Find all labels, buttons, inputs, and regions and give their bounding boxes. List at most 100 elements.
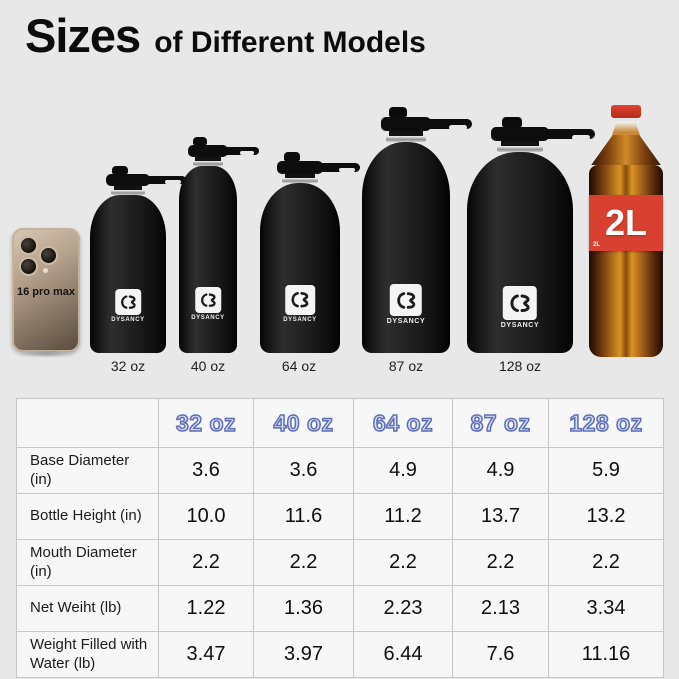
bottle-body: DYSANCY [179,166,237,353]
bottle-steel-ring [497,146,543,152]
brand-name: DYSANCY [386,318,426,325]
handle-hole [165,180,182,185]
table-cell: 2.2 [452,539,549,586]
brand-logo: DYSANCY [501,286,539,329]
table-cell: 10.0 [158,493,254,540]
phone-flash-icon [43,268,48,273]
size-caption-128oz: 128 oz [498,358,542,374]
bottle-steel-ring [282,178,318,183]
brand-logo: DYSANCY [191,287,225,321]
bottle-steel-ring [111,190,145,195]
brand-name: DYSANCY [500,322,540,329]
bottle-32oz: DYSANCY [90,166,187,359]
brand-logo: DYSANCY [111,289,145,323]
handle-hole [449,124,467,130]
table-cell: 3.97 [253,631,354,678]
column-header-87oz: 87 oz [452,398,549,448]
table-cell: 2.2 [253,539,354,586]
bottle-64oz: DYSANCY [260,152,361,359]
size-caption-87oz: 87 oz [388,358,424,374]
table-cell: 11.6 [253,493,354,540]
phone-16-pro-max: 16 pro max [12,228,80,358]
table-cell: 7.6 [452,631,549,678]
column-header-32oz: 32 oz [158,398,254,448]
column-header-64oz: 64 oz [353,398,453,448]
bottle-handle [124,176,187,185]
table-cell: 3.34 [548,585,664,632]
phone-camera-icon [39,246,58,265]
title-subtitle: of Different Models [154,26,426,59]
bottle-lid [381,117,472,131]
bottle-neck [195,157,221,161]
table-cell: 11.16 [548,631,664,678]
title-main: Sizes [25,9,141,62]
table-row: Base Diameter (in) 3.6 3.6 4.9 4.9 5.9 [16,447,664,494]
cola-shoulder [591,135,661,165]
table-cell: 4.9 [353,447,453,494]
brand-logo: DYSANCY [283,285,317,323]
bottle-spout [112,166,128,174]
page-title: Sizes of Different Models [25,8,426,63]
bottle-body: DYSANCY [362,142,450,353]
cola-neck [612,121,640,135]
table-cell: 3.47 [158,631,254,678]
cola-label-band: 2L 2L [589,195,663,251]
bottle-spout [502,117,522,127]
handle-hole [339,167,356,172]
table-cell: 6.44 [353,631,453,678]
table-cell: 5.9 [548,447,664,494]
phone-camera-icon [19,236,38,255]
table-cell: 2.13 [452,585,549,632]
row-label-weight-filled: Weight Filled with Water (lb) [16,631,159,678]
bottle-lid [277,161,361,174]
cola-2l-bottle: 2L 2L [589,105,663,363]
bottle-handle [296,163,361,172]
brand-name: DYSANCY [283,317,317,323]
bottle-body: DYSANCY [260,183,340,353]
brand-name: DYSANCY [111,317,145,323]
cola-body: 2L 2L [589,165,663,357]
bottle-lid [491,127,596,141]
bottle-neck [501,141,539,146]
brand-logo-icon [284,285,315,315]
table-row: Mouth Diameter (in) 2.2 2.2 2.2 2.2 2.2 [16,539,664,586]
table-row: Bottle Height (in) 10.0 11.6 11.2 13.7 1… [16,493,664,540]
table-row: Net Weiht (lb) 1.22 1.36 2.23 2.13 3.34 [16,585,664,632]
size-caption-32oz: 32 oz [110,358,146,374]
bottle-steel-ring [193,161,223,166]
brand-logo: DYSANCY [387,284,425,325]
table-cell: 2.2 [158,539,254,586]
phone-label: 16 pro max [16,286,76,298]
bottle-body: DYSANCY [90,195,166,353]
table-row: Weight Filled with Water (lb) 3.47 3.97 … [16,631,664,678]
column-header-40oz: 40 oz [253,398,354,448]
row-label-mouth-diameter: Mouth Diameter (in) [16,539,159,586]
column-header-128oz: 128 oz [548,398,664,448]
bottle-spout [193,137,207,145]
bottle-handle [402,119,472,130]
bottle-handle [515,129,596,140]
brand-name: DYSANCY [191,315,225,321]
cola-2l-text: 2L [604,202,647,243]
bottle-40oz: DYSANCY [179,137,259,359]
bottle-neck [389,131,423,136]
table-cell: 2.23 [353,585,453,632]
table-corner-cell [16,398,159,448]
size-caption-64oz: 64 oz [281,358,317,374]
bottle-spout [389,107,407,117]
bottle-neck [285,174,315,178]
handle-hole [572,134,591,140]
brand-logo-icon [503,286,537,320]
bottle-87oz: DYSANCY [362,107,472,359]
brand-logo-icon [114,289,141,315]
brand-logo-icon [194,287,221,313]
bottle-steel-ring [386,136,426,142]
cola-2l-small-text: 2L [593,242,601,248]
table-cell: 1.36 [253,585,354,632]
bottle-lid [188,145,259,157]
table-cell: 2.2 [548,539,664,586]
bottle-handle [204,147,259,156]
brand-logo-icon [390,284,422,316]
product-lineup: 16 pro max DYSANCY [0,85,679,390]
size-comparison-table: 32 oz 40 oz 64 oz 87 oz 128 oz Base Diam… [16,398,664,678]
